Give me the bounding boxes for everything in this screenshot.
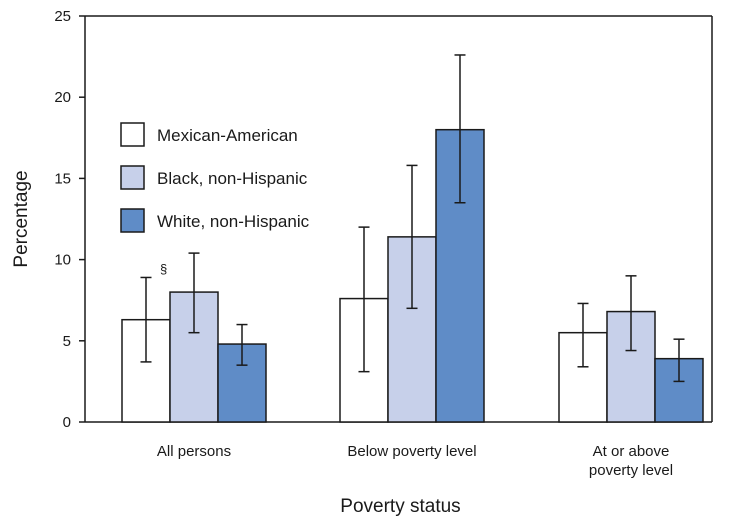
y-tick-label: 20 — [54, 89, 71, 106]
y-tick-label: 15 — [54, 170, 71, 187]
legend-swatch — [120, 208, 145, 233]
y-tick-label: 0 — [63, 414, 71, 431]
x-category-label: At or above — [593, 443, 670, 460]
x-category-label: All persons — [157, 443, 231, 460]
x-category-label: Below poverty level — [347, 443, 476, 460]
y-tick-label: 10 — [54, 252, 71, 269]
y-tick-label: 5 — [63, 333, 71, 350]
legend-label: White, non-Hispanic — [157, 212, 310, 231]
legend-label: Black, non-Hispanic — [157, 169, 308, 188]
y-tick-label: 25 — [54, 8, 71, 25]
x-category-label: poverty level — [589, 462, 673, 479]
footnote-marker: § — [160, 261, 167, 276]
bar — [217, 343, 267, 423]
x-axis-title: Poverty status — [340, 496, 460, 517]
bar — [169, 291, 219, 423]
legend-label: Mexican-American — [157, 126, 298, 145]
legend-swatch — [120, 122, 145, 147]
legend-swatch — [120, 165, 145, 190]
y-axis-title: Percentage — [11, 170, 32, 267]
